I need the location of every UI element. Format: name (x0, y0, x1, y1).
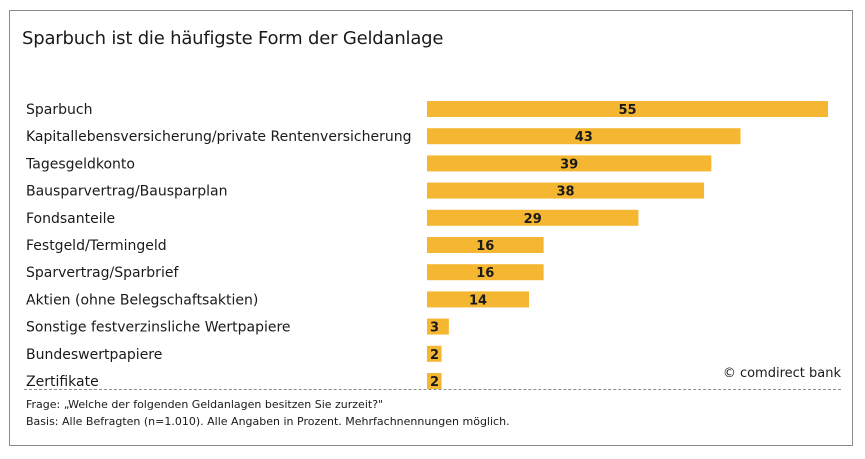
bar (427, 182, 705, 199)
bar-value-label: 16 (476, 266, 494, 281)
bar-value-label: 55 (618, 103, 636, 118)
bar (427, 264, 544, 281)
bar (427, 318, 449, 335)
category-label: Festgeld/Termingeld (26, 238, 167, 254)
category-label: Zertifikate (26, 374, 99, 390)
bar (427, 237, 544, 253)
category-label: Kapitallebensversicherung/private Renten… (26, 129, 411, 145)
bar-value-label: 2 (430, 375, 439, 390)
category-label: Sparbuch (26, 102, 92, 118)
bar-value-label: 29 (524, 212, 542, 227)
category-label: Sonstige festverzinsliche Wertpapiere (26, 320, 291, 336)
category-label: Fondsanteile (26, 211, 115, 227)
bar-value-label: 38 (556, 185, 574, 200)
bar-value-label: 3 (430, 321, 439, 336)
bar-value-label: 43 (575, 130, 593, 145)
bar (427, 128, 741, 145)
category-label: Aktien (ohne Belegschaftsaktien) (26, 292, 258, 308)
footnote-question: Frage: „Welche der folgenden Geldanlagen… (26, 398, 384, 411)
credit-text: © comdirect bank (722, 366, 841, 381)
bar (427, 373, 442, 389)
bar (427, 155, 712, 172)
category-label: Sparvertrag/Sparbrief (26, 265, 179, 281)
footnote-basis: Basis: Alle Befragten (n=1.010). Alle An… (26, 415, 510, 428)
category-label: Bundeswertpapiere (26, 347, 162, 363)
bar (427, 101, 828, 117)
category-label: Tagesgeldkonto (25, 156, 135, 172)
bar-value-label: 14 (469, 293, 487, 308)
bar-value-label: 2 (430, 348, 439, 363)
bar-value-label: 16 (476, 239, 494, 254)
bar (427, 345, 442, 362)
bar (427, 209, 639, 226)
bar (427, 291, 530, 308)
bar-value-label: 39 (560, 157, 578, 172)
category-label: Bausparvertrag/Bausparplan (26, 184, 227, 200)
footer-divider (24, 389, 841, 390)
chart-title: Sparbuch ist die häufigste Form der Geld… (22, 28, 444, 49)
